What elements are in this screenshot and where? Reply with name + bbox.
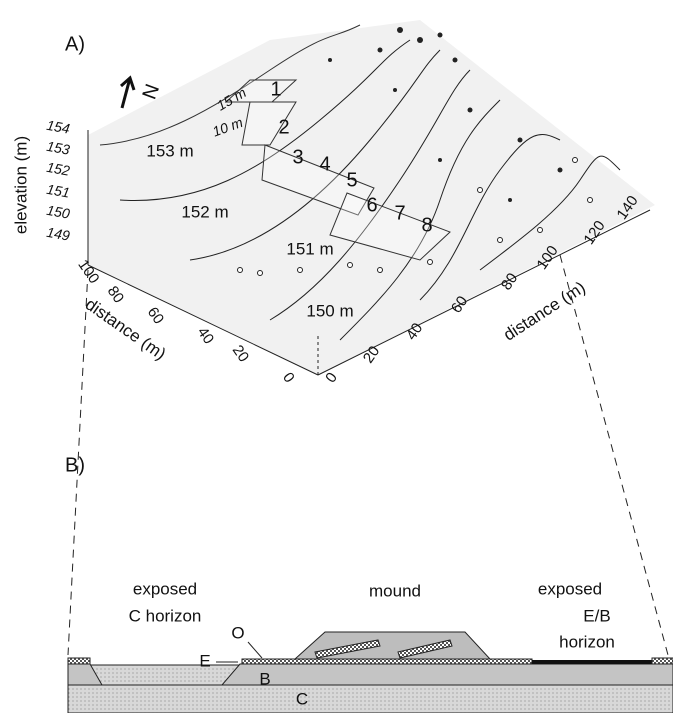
section-label: C — [296, 689, 308, 708]
plot-number: 2 — [278, 116, 289, 138]
section-label: E — [199, 651, 210, 670]
tick-label: 80 — [498, 270, 521, 293]
plot-number: 4 — [319, 153, 330, 175]
axis-title: elevation (m) — [11, 136, 30, 234]
section-label: E/B — [583, 606, 610, 625]
section-label: O — [231, 623, 244, 642]
tick-label: 153 — [45, 138, 71, 158]
tick-label: 40 — [403, 320, 426, 343]
surface — [87, 20, 655, 376]
contour-label: 150 m — [306, 301, 353, 320]
tick-label: 0 — [279, 369, 298, 386]
contour-label: 153 m — [146, 141, 193, 160]
plot-number: 3 — [292, 146, 303, 168]
tick-label: 20 — [229, 342, 252, 365]
tick-label: 152 — [45, 159, 71, 179]
plot-number: 7 — [394, 202, 405, 224]
tick-label: 80 — [104, 283, 127, 306]
section-label: exposed — [133, 579, 197, 598]
section-label: mound — [369, 581, 421, 600]
contour-label: 151 m — [286, 239, 333, 258]
plot-number: 6 — [366, 194, 377, 216]
plot-number: 5 — [346, 169, 357, 191]
tick-label: 60 — [144, 304, 167, 327]
section-label: exposed — [538, 579, 602, 598]
north-label: N — [139, 81, 165, 102]
tick-label: 149 — [45, 224, 71, 244]
tick-label: 150 — [45, 202, 71, 222]
panel-label: B) — [65, 454, 85, 476]
tick-label: 154 — [45, 117, 71, 137]
section-label: horizon — [559, 632, 615, 651]
plot-number: 1 — [270, 78, 281, 100]
tick-label: 60 — [448, 293, 471, 316]
panel-label: A) — [65, 33, 85, 55]
section-label: C horizon — [129, 606, 202, 625]
section-label: B — [259, 669, 270, 688]
plot-grid — [224, 79, 451, 261]
plot-number: 8 — [421, 214, 432, 236]
tick-label: 20 — [360, 343, 383, 366]
tick-label: 40 — [194, 324, 217, 347]
tick-label: 0 — [322, 369, 341, 386]
contour-label: 152 m — [181, 202, 228, 221]
tick-label: 151 — [45, 181, 71, 201]
north-arrow — [120, 75, 136, 109]
cross-section — [67, 254, 673, 713]
